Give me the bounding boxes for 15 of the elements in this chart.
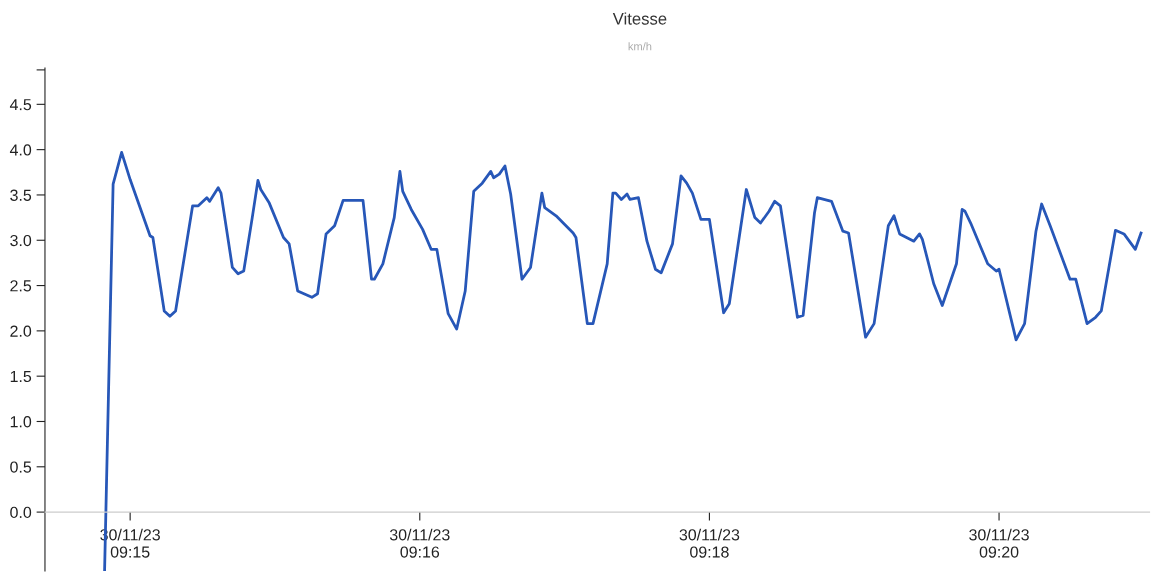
chart-subtitle: km/h <box>628 42 652 51</box>
y-tick-label: 3.0 <box>10 234 32 247</box>
y-tick-label: 1.5 <box>10 370 32 383</box>
x-tick-label: 30/11/23 09:20 <box>969 528 1029 558</box>
chart-title: Vitesse <box>612 12 667 25</box>
y-tick-label: 3.5 <box>10 189 32 201</box>
y-tick-label: 2.5 <box>10 280 32 292</box>
y-tick-label: 4.5 <box>9 99 32 111</box>
y-tick-label: 4.0 <box>9 144 32 156</box>
y-tick-label: 1.0 <box>10 416 32 428</box>
x-tick-label: 30/11/23 09:16 <box>389 528 450 558</box>
y-tick-label: 0.0 <box>10 506 32 519</box>
y-tick-label: 0.5 <box>10 461 32 473</box>
x-tick-label: 30/11/23 09:18 <box>679 528 740 558</box>
y-tick-label: 2.0 <box>10 325 32 337</box>
